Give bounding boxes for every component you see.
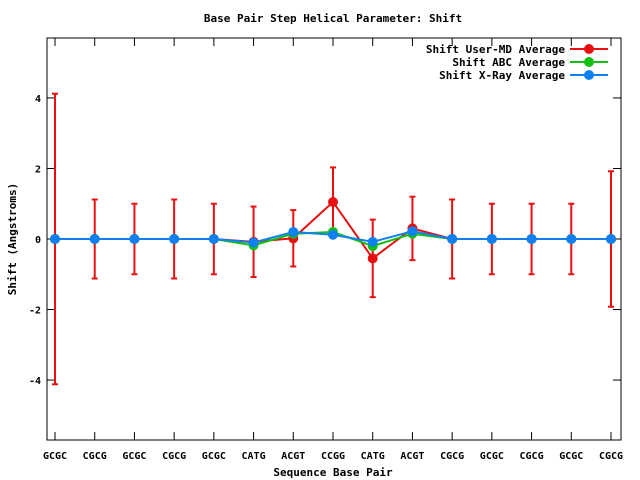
x-tick-label: CGCG: [599, 451, 623, 462]
x-tick-label: ACGT: [400, 451, 424, 462]
x-tick-label: CATG: [242, 451, 266, 462]
data-point: [208, 234, 219, 244]
data-point: [248, 237, 259, 248]
y-tick-label: -4: [29, 376, 41, 387]
x-tick-label: GCGC: [480, 451, 504, 462]
x-axis-label: Sequence Base Pair: [273, 466, 393, 479]
legend-label: Shift ABC Average: [452, 56, 565, 69]
x-tick-label: GCGC: [202, 451, 226, 462]
x-tick-label: CCGG: [321, 451, 345, 462]
y-axis: -4 -2 0 2 4: [29, 94, 621, 387]
data-point: [367, 253, 378, 264]
x-tick-label: ACGT: [281, 451, 305, 462]
data-point: [288, 226, 299, 237]
data-point: [169, 234, 180, 244]
data-point: [328, 196, 338, 207]
y-tick-label: 2: [35, 164, 41, 175]
x-tick-label: GCGC: [559, 451, 583, 462]
x-tick-label: GCGC: [122, 451, 146, 462]
data-point: [328, 229, 338, 240]
x-tick-label: GCGC: [43, 451, 67, 462]
x-tick-label: CGCG: [83, 451, 107, 462]
legend-swatch-marker: [584, 57, 594, 67]
x-tick-label: CGCG: [162, 451, 186, 462]
legend-swatch-marker: [584, 70, 594, 80]
x-tick-label: CGCG: [440, 451, 464, 462]
legend-label: Shift X-Ray Average: [439, 69, 565, 82]
legend-swatch-marker: [584, 44, 594, 54]
x-tick-label: CGCG: [520, 451, 544, 462]
y-tick-label: 4: [35, 94, 41, 105]
data-point: [486, 234, 497, 244]
series-points: [50, 196, 616, 264]
x-tick-label: CATG: [361, 451, 385, 462]
chart-title: Base Pair Step Helical Parameter: Shift: [204, 12, 462, 25]
y-axis-label: Shift (Angstroms): [6, 183, 19, 296]
data-point: [367, 236, 378, 247]
data-point: [50, 234, 60, 244]
data-point: [526, 234, 537, 244]
data-point: [606, 234, 616, 244]
data-point: [407, 226, 418, 237]
data-point: [89, 234, 100, 244]
legend-label: Shift User-MD Average: [426, 43, 565, 56]
data-point: [447, 234, 458, 244]
y-tick-label: -2: [29, 306, 41, 317]
data-point: [129, 234, 140, 244]
data-point: [566, 234, 577, 244]
x-axis: GCGC CGCG GCGC CGCG GCGC CATG ACGT CCGG CATG ACGT…: [43, 38, 623, 462]
y-tick-label: 0: [35, 235, 41, 246]
